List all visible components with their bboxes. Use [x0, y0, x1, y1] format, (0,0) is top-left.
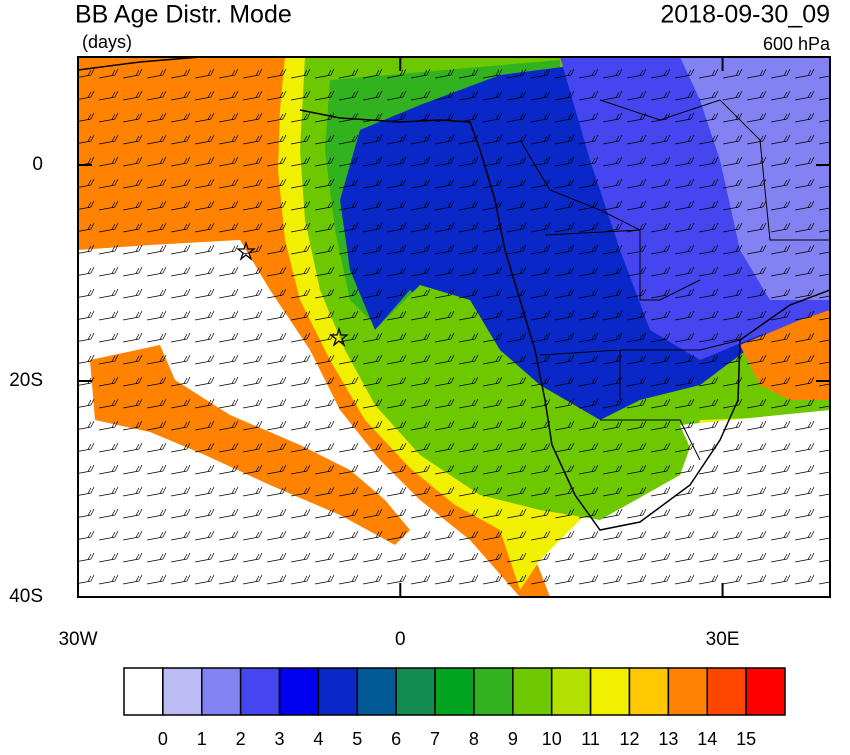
colorbar-label: 14	[697, 729, 717, 749]
date: 2018-09-30_09	[660, 1, 830, 29]
x-tick-label: 0	[395, 629, 406, 650]
colorbar-box	[123, 667, 164, 716]
colorbar-box	[473, 667, 514, 716]
colorbar-box	[278, 667, 320, 716]
colorbar-label: 4	[313, 729, 323, 749]
frame	[77, 56, 831, 598]
colorbar-box	[239, 667, 281, 716]
colorbar-label: 7	[430, 729, 440, 749]
colorbar: 0 1 2 3 4 5 6 7 8 9 10 11 12 13 14 15	[123, 667, 786, 749]
colorbar-box	[162, 667, 203, 716]
colorbar-label: 15	[736, 729, 756, 749]
colorbar-box	[356, 667, 397, 716]
y-tick-label: 20S	[9, 370, 43, 391]
colorbar-box	[589, 667, 631, 716]
y-tick-label: 40S	[9, 586, 43, 607]
level: 600 hPa	[763, 34, 831, 54]
colorbar-box	[201, 667, 242, 716]
colorbar-label: 0	[158, 729, 168, 749]
colorbar-label: 11	[581, 729, 600, 749]
coastline	[78, 57, 830, 531]
x-tick-label: 30E	[706, 629, 740, 650]
colorbar-box	[667, 667, 708, 716]
colorbar-label: 13	[658, 729, 678, 749]
colorbar-label: 9	[508, 729, 518, 749]
colorbar-box	[628, 667, 670, 716]
colorbar-label: 1	[197, 729, 207, 749]
colorbar-box	[706, 667, 747, 716]
colorbar-label: 12	[619, 729, 639, 749]
colorbar-label: 6	[391, 729, 401, 749]
borders	[519, 99, 830, 461]
wind-barbs	[78, 57, 830, 597]
colorbar-box	[550, 667, 592, 716]
colorbar-box	[317, 667, 359, 716]
colorbar-label: 10	[542, 729, 562, 749]
colorbar-label: 8	[469, 729, 479, 749]
colorbar-label: 5	[352, 729, 362, 749]
y-tick-label: 0	[32, 154, 43, 175]
colorbar-label: 2	[236, 729, 246, 749]
colorbar-box	[745, 667, 786, 716]
colorbar-box	[395, 667, 436, 716]
title: BB Age Distr. Mode	[75, 1, 292, 29]
colorbar-box	[434, 667, 475, 716]
map	[78, 57, 830, 597]
colorbar-box	[512, 667, 553, 716]
axes: 30W 0 30E 0 20S 40S	[9, 57, 830, 650]
colorbar-label: 3	[275, 729, 285, 749]
star-1	[236, 240, 256, 261]
x-tick-label: 30W	[58, 629, 97, 650]
star-2	[329, 326, 349, 347]
units: (days)	[82, 32, 132, 52]
